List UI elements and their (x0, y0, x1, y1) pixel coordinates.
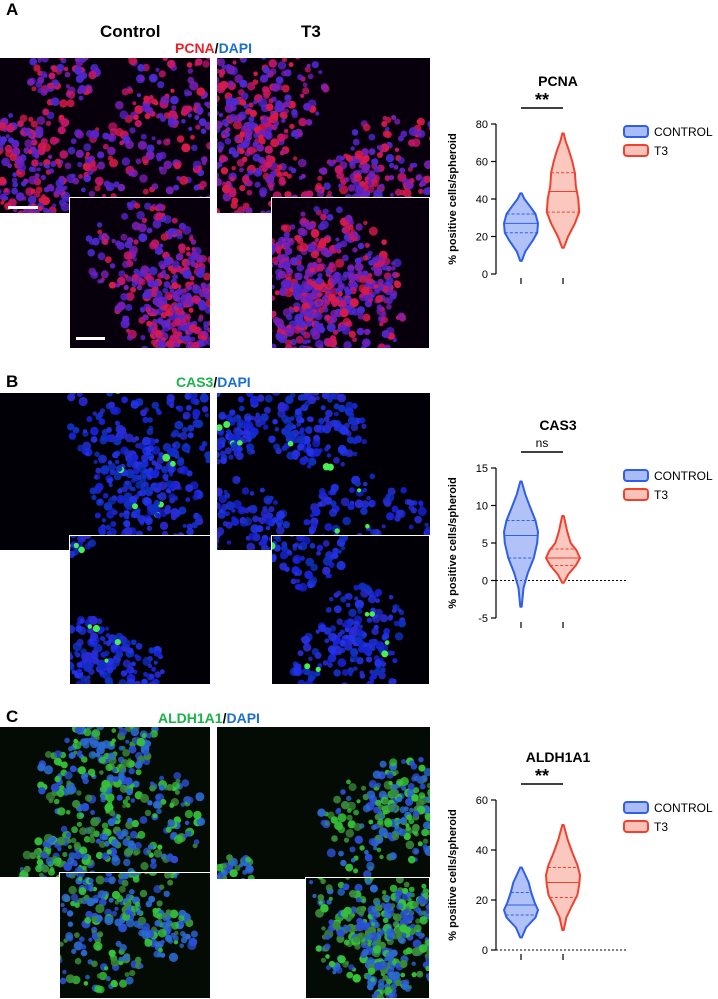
stain-separator: / (214, 40, 219, 56)
stain-label-pcna: PCNA/DAPI (175, 40, 252, 56)
panel-a-label: A (6, 0, 19, 19)
micrograph-cas3-control (0, 393, 210, 550)
y-tick-label: 10 (476, 501, 488, 513)
legend-swatch-control (623, 469, 649, 482)
significance-label: ** (535, 766, 549, 786)
stain-marker: PCNA (175, 40, 215, 56)
micrograph-inset-aldh1a1-t3 (305, 877, 430, 999)
legend-swatch-t3 (623, 144, 649, 157)
violin-control (503, 866, 539, 939)
micrograph-image (217, 727, 430, 879)
chart-svg: CAS3 % positive cells/spheroid -5 0 5 10 15 ns C… (447, 417, 713, 628)
micrograph-inset-cas3-control (69, 535, 211, 685)
y-tick-label: 20 (476, 895, 488, 907)
violin-chart-cas3: CAS3 % positive cells/spheroid -5 0 5 10 15 ns C… (438, 408, 718, 634)
violin-chart-pcna: PCNA % positive cells/spheroid 0 20 40 60 80 **… (438, 64, 718, 290)
y-tick-label: 40 (476, 845, 488, 857)
y-tick-label: 15 (476, 463, 488, 475)
micrograph-image (0, 393, 210, 550)
micrograph-image (0, 727, 210, 877)
panel-c-label: C (6, 707, 19, 726)
micrograph-image (217, 58, 430, 213)
legend-label-control: CONTROL (654, 801, 713, 815)
violin-t3 (545, 824, 581, 931)
legend-label-t3: T3 (654, 144, 668, 158)
y-tick-label: 0 (482, 576, 488, 588)
legend-label-t3: T3 (654, 488, 668, 502)
violin-control (503, 192, 539, 262)
significance-label: ** (535, 90, 549, 110)
violin-control (503, 480, 539, 608)
micrograph-image (60, 873, 210, 998)
y-tick-label: 60 (476, 157, 488, 169)
y-tick-label: 0 (482, 945, 488, 957)
micrograph-aldh1a1-control (0, 727, 210, 877)
significance-label: ns (536, 436, 549, 450)
micrograph-image (272, 536, 429, 684)
micrograph-image (272, 198, 429, 348)
stain-label-aldh1a1: ALDH1A1/DAPI (158, 710, 260, 726)
micrograph-image (70, 198, 210, 348)
y-tick-label: 20 (476, 232, 488, 244)
micrograph-pcna-t3 (217, 58, 430, 213)
legend-swatch-control (623, 801, 649, 814)
stain-separator: / (222, 710, 227, 726)
chart-title: CAS3 (539, 417, 577, 433)
y-tick-label: 80 (476, 119, 488, 131)
legend-swatch-t3 (623, 488, 649, 501)
y-tick-label: 0 (482, 269, 488, 281)
stain-separator: / (213, 374, 218, 390)
micrograph-inset-pcna-t3 (271, 197, 430, 349)
micrograph-image (217, 393, 430, 550)
micrograph-image (306, 878, 429, 998)
micrograph-inset-pcna-control (69, 197, 211, 349)
stain-counter: DAPI (217, 374, 251, 390)
micrograph-inset-cas3-t3 (271, 535, 430, 685)
stain-marker: ALDH1A1 (158, 710, 223, 726)
chart-title: PCNA (538, 73, 578, 89)
chart-svg: ALDH1A1 % positive cells/spheroid 0 20 40 60 *… (447, 749, 713, 960)
scale-bar-inset (76, 337, 105, 340)
scale-bar (8, 206, 38, 209)
legend-swatch-control (623, 125, 649, 138)
micrograph-image (0, 58, 210, 213)
y-axis-label: % positive cells/spheroid (447, 477, 459, 608)
legend-label-control: CONTROL (654, 469, 713, 483)
micrograph-image (70, 536, 210, 684)
y-axis-label: % positive cells/spheroid (447, 809, 459, 940)
y-tick-label: 40 (476, 194, 488, 206)
y-tick-label: 60 (476, 795, 488, 807)
column-title-control: Control (100, 22, 161, 41)
micrograph-cas3-t3 (217, 393, 430, 550)
y-tick-label: 5 (482, 538, 488, 550)
stain-label-cas3: CAS3/DAPI (176, 374, 251, 390)
legend-label-control: CONTROL (654, 125, 713, 139)
micrograph-inset-aldh1a1-control (59, 872, 211, 999)
y-axis-label: % positive cells/spheroid (447, 133, 459, 264)
legend-label-t3: T3 (654, 820, 668, 834)
stain-counter: DAPI (218, 40, 253, 56)
chart-title: ALDH1A1 (526, 749, 591, 765)
y-tick-label: -5 (478, 613, 488, 625)
violin-t3 (545, 132, 581, 249)
stain-counter: DAPI (226, 710, 260, 726)
micrograph-aldh1a1-t3 (217, 727, 430, 879)
legend-swatch-t3 (623, 820, 649, 833)
violin-chart-aldh1a1: ALDH1A1 % positive cells/spheroid 0 20 40 60 *… (438, 740, 718, 966)
panel-b-label: B (6, 372, 19, 391)
stain-marker: CAS3 (176, 374, 214, 390)
chart-svg: PCNA % positive cells/spheroid 0 20 40 60 80 **… (447, 73, 713, 284)
micrograph-pcna-control (0, 58, 210, 213)
column-title-t3: T3 (301, 22, 321, 41)
